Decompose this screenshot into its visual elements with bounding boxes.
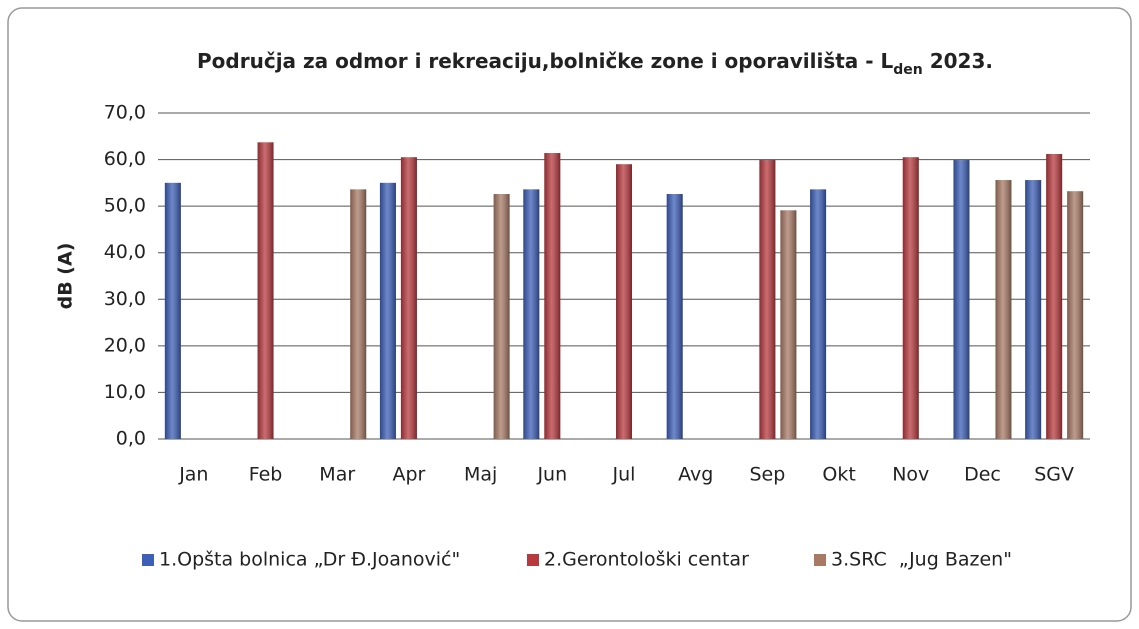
title-main: Područja za odmor i rekreaciju,bolničke … [197,49,893,73]
bar [810,189,827,439]
legend-swatch [527,554,539,566]
legend-label: 3.SRC „Jug Bazen" [831,549,1012,571]
bar [995,180,1012,439]
x-tick-label: Dec [964,464,1001,486]
bar [902,157,919,439]
x-tick-label: Feb [249,464,283,486]
bar [350,189,367,439]
bar [1046,153,1063,440]
legend-label: 1.Opšta bolnica „Dr Đ.Joanović" [159,549,460,571]
x-tick-label: Apr [392,464,425,486]
x-tick-label: Avg [678,464,713,486]
x-tick-label: Jul [612,464,636,486]
y-tick-label: 70,0 [104,102,146,124]
y-tick-label: 50,0 [104,195,146,217]
bar [1067,191,1084,439]
bar [493,194,510,439]
bar [616,164,632,439]
bar [400,157,417,439]
x-tick-label: Nov [892,464,929,486]
legend-swatch [814,554,826,566]
y-tick-label: 60,0 [104,148,146,170]
bar [666,194,683,439]
bar [379,182,396,439]
title-subscript: den [893,62,922,78]
chart-title: Područja za odmor i rekreaciju,bolničke … [197,49,993,79]
bar [780,210,797,439]
chart-frame [7,7,1132,622]
bar [953,160,970,439]
bar [544,153,561,439]
bar [257,142,274,439]
bar [1025,180,1042,439]
title-end: 2023. [923,49,993,73]
x-tick-label: Okt [822,464,855,486]
x-tick-label: SGV [1034,464,1074,486]
x-tick-label: Mar [319,464,355,486]
bar [164,182,181,439]
x-tick-label: Jan [178,464,208,486]
y-tick-label: 30,0 [104,288,146,310]
y-tick-label: 20,0 [104,334,146,356]
y-tick-label: 40,0 [104,241,146,263]
y-tick-label: 0,0 [116,428,146,450]
x-tick-label: Jun [536,464,567,486]
legend-label: 2.Gerontološki centar [544,549,749,571]
x-tick-label: Sep [749,464,785,486]
y-tick-label: 10,0 [104,381,146,403]
y-axis-label: dB (A) [55,243,77,310]
bar [523,189,540,439]
legend-swatch [142,554,154,566]
bar [759,160,776,439]
x-tick-label: Maj [464,464,497,486]
